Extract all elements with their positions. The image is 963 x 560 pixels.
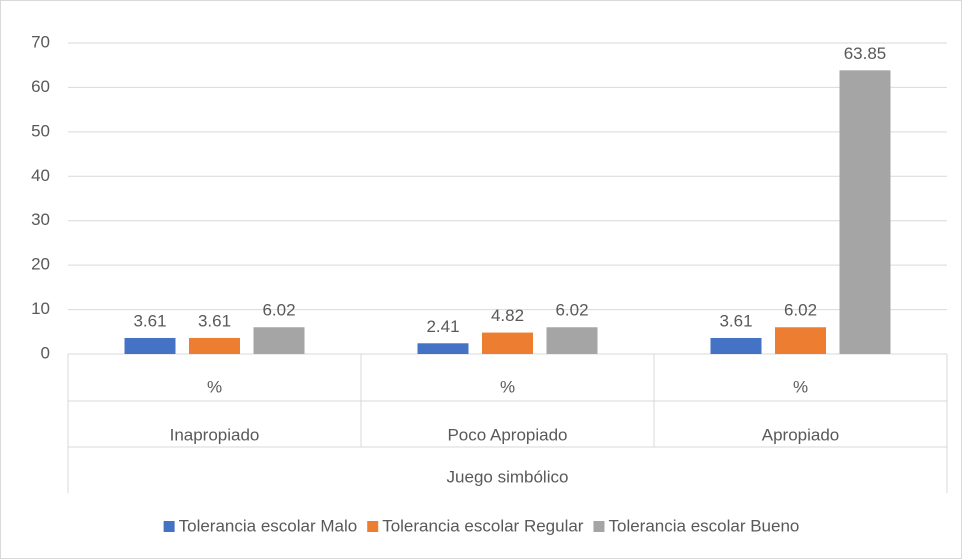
bar — [253, 327, 305, 354]
data-label: 6.02 — [555, 301, 588, 320]
data-label: 4.82 — [491, 306, 524, 325]
y-tick-label: 0 — [41, 343, 50, 362]
bar — [710, 337, 762, 354]
bar — [124, 337, 176, 354]
legend-label: Tolerancia escolar Regular — [382, 516, 584, 535]
legend-swatch — [593, 521, 605, 532]
x-tick-label: Apropiado — [762, 425, 840, 444]
data-label: 6.02 — [262, 301, 295, 320]
y-tick-label: 30 — [31, 210, 50, 229]
x-tick-label: Inapropiado — [170, 425, 260, 444]
bar — [839, 70, 891, 354]
data-label: 2.41 — [426, 317, 459, 336]
x-subcategory-label: % — [207, 377, 222, 396]
x-group-label: Juego simbólico — [447, 467, 569, 486]
x-tick-label: Poco Apropiado — [447, 425, 567, 444]
data-label: 3.61 — [198, 311, 231, 330]
data-label: 63.85 — [844, 44, 887, 63]
x-subcategory-label: % — [500, 377, 515, 396]
y-tick-label: 70 — [31, 32, 50, 51]
y-tick-label: 10 — [31, 299, 50, 318]
y-tick-label: 60 — [31, 77, 50, 96]
legend-swatch — [367, 521, 379, 532]
bar — [775, 327, 826, 354]
bar — [417, 343, 469, 354]
legend-label: Tolerancia escolar Bueno — [608, 516, 799, 535]
bar — [546, 327, 598, 354]
bar — [482, 332, 533, 354]
y-tick-label: 50 — [31, 121, 50, 140]
y-tick-label: 20 — [31, 255, 50, 274]
data-label: 3.61 — [133, 311, 166, 330]
y-tick-label: 40 — [31, 166, 50, 185]
data-label: 3.61 — [719, 311, 752, 330]
legend-swatch — [163, 521, 175, 532]
data-label: 6.02 — [784, 301, 817, 320]
legend-label: Tolerancia escolar Malo — [179, 516, 358, 535]
bar — [189, 337, 240, 354]
x-subcategory-label: % — [793, 377, 808, 396]
